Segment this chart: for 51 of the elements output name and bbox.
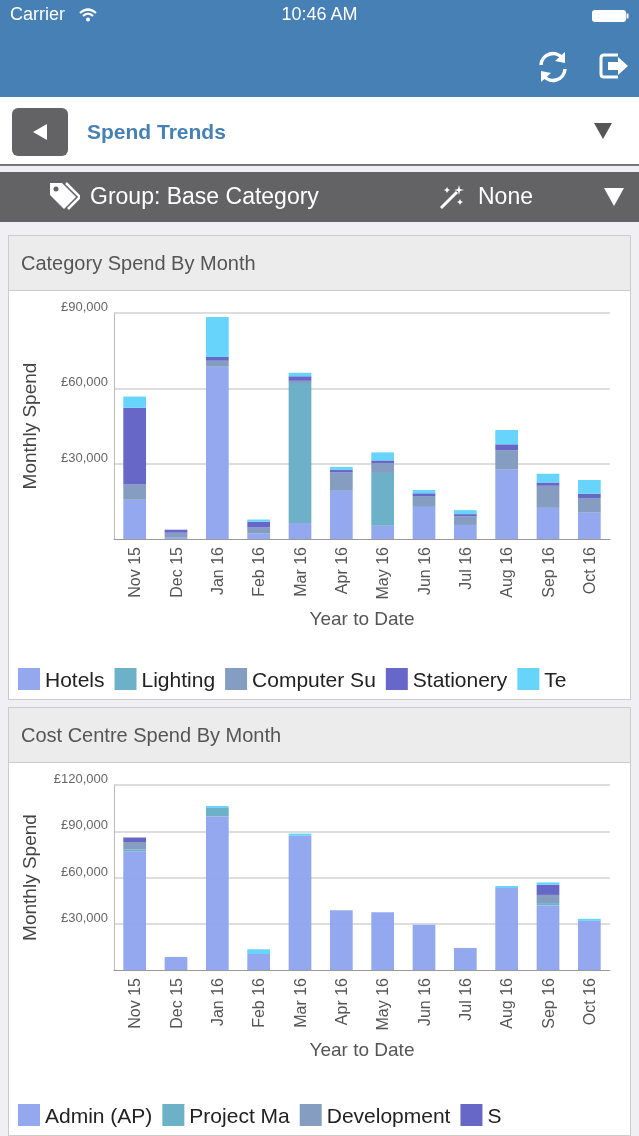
legend-label: Project Ma [189, 1103, 291, 1127]
legend-label: S [487, 1103, 502, 1127]
x-tick-label: May 16 [374, 977, 392, 1031]
x-tick-label: Jan 16 [208, 546, 226, 596]
x-tick-label: Aug 16 [498, 546, 516, 598]
y-tick-label: £120,000 [53, 771, 108, 786]
x-tick-label: Jun 16 [415, 546, 433, 596]
x-tick-label: Dec 15 [167, 546, 185, 598]
x-tick-label: Oct 16 [580, 546, 598, 595]
y-axis-title: Monthly Spend [19, 362, 40, 490]
x-tick-label: Aug 16 [498, 977, 516, 1029]
x-tick-label: Feb 16 [250, 546, 268, 597]
x-tick-label: Mar 16 [291, 546, 309, 597]
text: Carrier [10, 4, 66, 25]
x-tick-label: Mar 16 [291, 977, 309, 1028]
legend-label: Te [544, 667, 567, 691]
x-tick-label: Jul 16 [456, 977, 474, 1021]
text: None [478, 183, 533, 210]
x-tick-label: Dec 15 [167, 977, 185, 1029]
x-axis-title: Year to Date [309, 608, 415, 629]
x-tick-label: Feb 16 [250, 977, 268, 1028]
x-tick-label: Nov 15 [126, 977, 144, 1029]
y-axis-title: Monthly Spend [19, 814, 40, 941]
x-tick-label: Sep 16 [539, 977, 557, 1029]
legend-label: Lighting [141, 667, 216, 691]
x-tick-label: Jul 16 [456, 546, 474, 590]
legend-label: Hotels [45, 667, 105, 691]
legend-label: Admin (AP) [45, 1103, 153, 1127]
y-tick-label: £60,000 [61, 863, 108, 879]
legend-label: Development [326, 1103, 451, 1127]
y-tick-label: £30,000 [61, 449, 108, 465]
chart-title: Cost Centre Spend By Month [9, 708, 630, 763]
y-tick-label: £30,000 [61, 909, 108, 925]
y-tick-label: £90,000 [61, 299, 108, 314]
x-tick-label: Jun 16 [415, 977, 433, 1027]
x-tick-label: Apr 16 [332, 546, 350, 595]
y-tick-label: £60,000 [61, 374, 108, 390]
legend-label: Stationery [412, 667, 508, 691]
x-axis-title: Year to Date [309, 1039, 415, 1060]
text: 10:46 AM [281, 4, 358, 24]
legend-label: Computer Su [252, 667, 376, 691]
x-tick-label: Jan 16 [208, 977, 226, 1027]
x-tick-label: Oct 16 [580, 977, 598, 1026]
chart-title: Category Spend By Month [9, 236, 630, 291]
x-tick-label: Sep 16 [539, 546, 557, 598]
x-tick-label: May 16 [374, 546, 392, 600]
y-tick-label: £90,000 [61, 817, 108, 833]
x-tick-label: Apr 16 [332, 977, 350, 1026]
text: Group: Base Category [90, 183, 319, 210]
text: Spend Trends [87, 120, 226, 144]
x-tick-label: Nov 15 [126, 546, 144, 598]
